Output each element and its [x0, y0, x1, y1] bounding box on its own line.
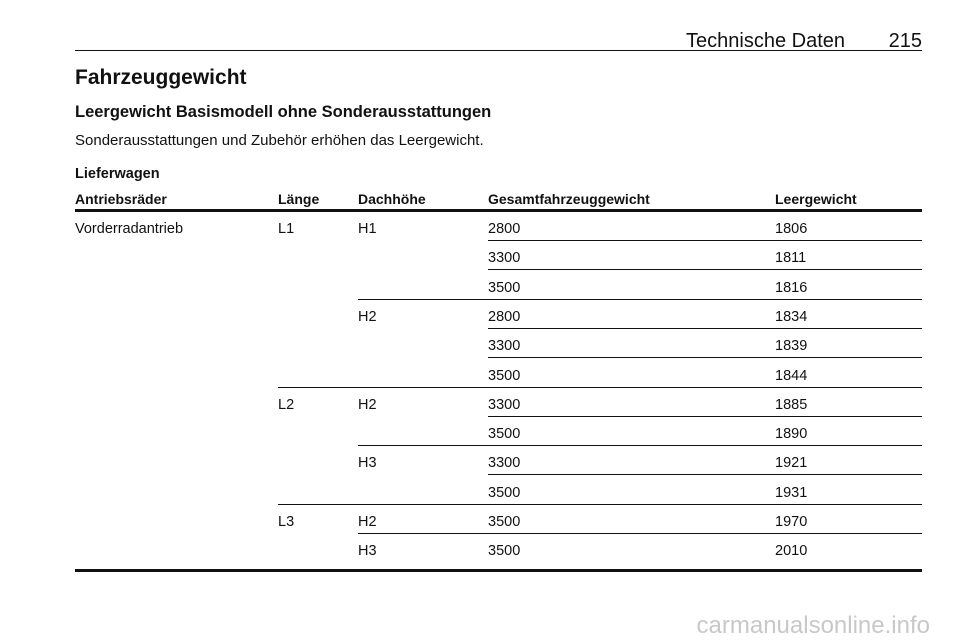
kerb-weight-cell: 1834 — [775, 308, 808, 325]
gross-weight-cell: 3300 — [488, 250, 521, 267]
row-rule — [488, 240, 922, 241]
kerb-weight-cell: 1970 — [775, 514, 808, 530]
title: Fahrzeuggewicht — [75, 66, 247, 89]
kerb-weight-cell: 1844 — [775, 367, 808, 384]
header-rule — [75, 209, 922, 212]
gross-weight-cell: 3300 — [488, 396, 521, 413]
kerb-weight-cell: 2010 — [775, 543, 808, 560]
kerb-weight-cell: 1806 — [775, 221, 808, 237]
gross-weight-cell: 3500 — [488, 279, 521, 296]
column-header: Gesamtfahrzeuggewicht — [488, 191, 650, 207]
note: Sonderausstattungen und Zubehör erhöhen … — [75, 132, 484, 149]
gross-weight-cell: 3500 — [488, 543, 521, 560]
subtitle: Leergewicht Basismodell ohne Sonderausst… — [75, 103, 492, 121]
row-rule — [278, 503, 922, 505]
row-rule — [488, 474, 922, 476]
height-cell: H1 — [358, 221, 377, 237]
gross-weight-cell: 3500 — [488, 484, 521, 501]
row-rule — [488, 327, 922, 329]
row-rule — [488, 357, 922, 359]
page-number: 215 — [888, 30, 922, 52]
row-rule — [488, 269, 922, 271]
column-header: Antriebsräder — [75, 191, 167, 207]
kerb-weight-cell: 1921 — [775, 455, 808, 472]
gross-weight-cell: 3500 — [488, 426, 521, 443]
gross-weight-cell: 3500 — [488, 514, 521, 530]
gross-weight-cell: 2800 — [488, 221, 521, 237]
drive-cell: Vorderradantrieb — [75, 221, 184, 237]
section-title: Technische Daten — [686, 30, 845, 52]
kerb-weight-cell: 1931 — [775, 484, 808, 501]
height-cell: H2 — [358, 396, 377, 413]
watermark: carmanualsonline.info — [696, 612, 930, 639]
header-rule — [75, 50, 922, 51]
table-caption: Lieferwagen — [75, 166, 160, 182]
row-rule — [358, 533, 922, 534]
kerb-weight-cell: 1839 — [775, 338, 808, 355]
kerb-weight-cell: 1816 — [775, 279, 808, 296]
height-cell: H2 — [358, 308, 377, 325]
kerb-weight-cell: 1890 — [775, 426, 808, 443]
row-rule — [488, 415, 922, 417]
height-cell: H3 — [358, 455, 377, 472]
gross-weight-cell: 2800 — [488, 308, 521, 325]
gross-weight-cell: 3300 — [488, 338, 521, 355]
row-rule — [278, 386, 922, 388]
gross-weight-cell: 3500 — [488, 367, 521, 384]
table-bottom-rule — [75, 569, 922, 573]
column-header: Leergewicht — [775, 191, 857, 207]
length-cell: L2 — [278, 396, 295, 413]
height-cell: H3 — [358, 543, 377, 560]
row-rule — [358, 445, 922, 447]
length-cell: L3 — [278, 514, 295, 530]
height-cell: H2 — [358, 514, 377, 530]
column-header: Länge — [278, 191, 320, 207]
column-header: Dachhöhe — [358, 191, 426, 207]
gross-weight-cell: 3300 — [488, 455, 521, 472]
row-rule — [358, 298, 922, 300]
length-cell: L1 — [278, 221, 295, 237]
kerb-weight-cell: 1885 — [775, 396, 808, 413]
kerb-weight-cell: 1811 — [775, 250, 807, 267]
